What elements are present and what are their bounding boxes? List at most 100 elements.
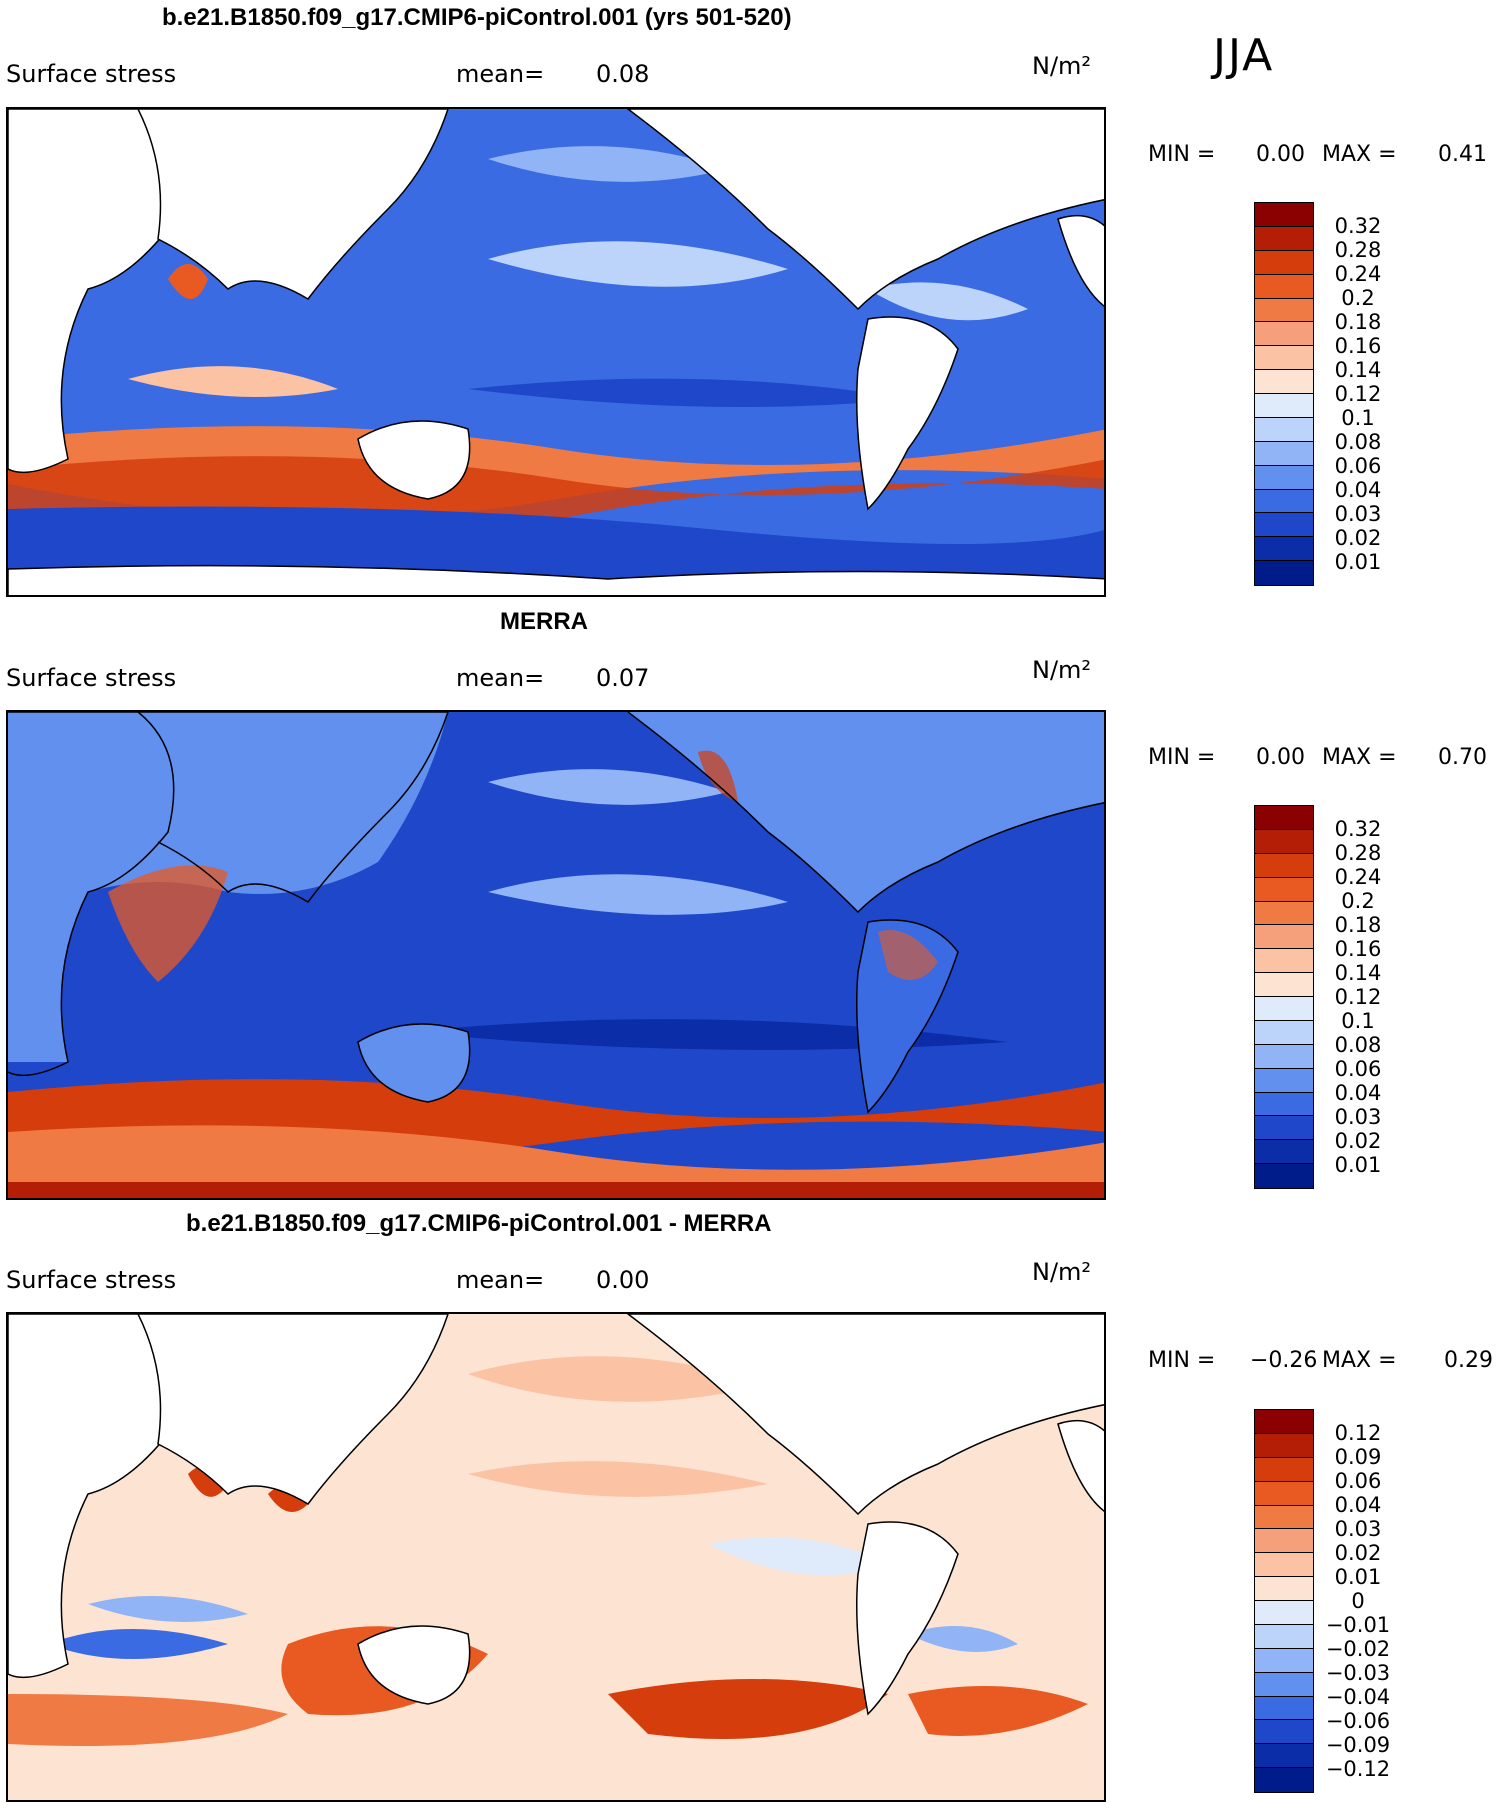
colorbar-swatch — [1255, 1140, 1313, 1165]
panel2-min-value: 0.00 — [1256, 745, 1305, 770]
colorbar-level-label: −0.02 — [1325, 1637, 1391, 1661]
panel2-units: N/m² — [1032, 656, 1092, 684]
panel1-min-value: 0.00 — [1256, 142, 1305, 167]
panel3-mean-label: mean= — [456, 1266, 545, 1294]
colorbar-swatch — [1255, 1720, 1313, 1745]
colorbar-swatch — [1255, 513, 1313, 538]
colorbar-level-label: 0.04 — [1334, 478, 1382, 502]
colorbar-swatch — [1255, 1696, 1313, 1721]
colorbar-swatch — [1255, 853, 1313, 878]
colorbar-swatch — [1255, 1553, 1313, 1578]
panel1-units: N/m² — [1032, 52, 1092, 80]
panel2-min-label: MIN = — [1148, 745, 1216, 770]
colorbar-level-label: 0.32 — [1334, 817, 1382, 841]
colorbar-level-label: 0.06 — [1334, 1057, 1382, 1081]
panel2-mean-value: 0.07 — [596, 664, 650, 692]
colorbar-level-label: 0.12 — [1334, 985, 1382, 1009]
panel1-title: b.e21.B1850.f09_g17.CMIP6-piControl.001 … — [162, 4, 792, 31]
colorbar-swatch — [1255, 1529, 1313, 1554]
panel3-max-value: 0.29 — [1444, 1348, 1493, 1373]
colorbar-level-label: 0.28 — [1334, 238, 1382, 262]
colorbar-level-label: −0.04 — [1325, 1685, 1391, 1709]
colorbar-level-label: 0.08 — [1334, 430, 1382, 454]
colorbar-level-label: 0.02 — [1334, 526, 1382, 550]
panel1-map — [6, 107, 1106, 597]
colorbar-swatch — [1255, 806, 1313, 830]
colorbar-swatch — [1255, 1768, 1313, 1792]
colorbar-level-label: −0.06 — [1325, 1709, 1391, 1733]
colorbar-swatch — [1255, 1648, 1313, 1673]
colorbar-level-label: 0.1 — [1341, 1009, 1375, 1033]
colorbar-swatch — [1255, 1457, 1313, 1482]
panel1-variable: Surface stress — [6, 60, 177, 88]
colorbar-swatch — [1255, 298, 1313, 323]
colorbar-level-label: −0.09 — [1325, 1733, 1391, 1757]
colorbar-swatch — [1255, 997, 1313, 1021]
colorbar-swatch — [1255, 877, 1313, 902]
panel1-colorbar-labels: 0.32 0.28 0.24 0.2 0.18 0.16 0.14 0.12 0.1 0.08 0.… — [1318, 202, 1438, 586]
panel2-max-label: MAX = — [1322, 745, 1397, 770]
colorbar-swatch — [1255, 829, 1313, 854]
colorbar-swatch — [1255, 1505, 1313, 1530]
colorbar-level-label: 0.12 — [1334, 382, 1382, 406]
colorbar-level-label: 0.03 — [1334, 1517, 1382, 1541]
panel3-mean-value: 0.00 — [596, 1266, 650, 1294]
colorbar-swatch — [1255, 1744, 1313, 1769]
panel3-map — [6, 1312, 1106, 1802]
colorbar-level-label: 0.02 — [1334, 1129, 1382, 1153]
colorbar-swatch — [1255, 250, 1313, 275]
colorbar-swatch — [1255, 901, 1313, 926]
colorbar-level-label: 0.06 — [1334, 454, 1382, 478]
panel2-variable: Surface stress — [6, 664, 177, 692]
panel3-units: N/m² — [1032, 1258, 1092, 1286]
colorbar-swatch — [1255, 417, 1313, 442]
colorbar-level-label: −0.12 — [1325, 1757, 1391, 1781]
colorbar-swatch — [1255, 1672, 1313, 1697]
panel3-max-label: MAX = — [1322, 1348, 1397, 1373]
panel1-max-label: MAX = — [1322, 142, 1397, 167]
colorbar-swatch — [1255, 465, 1313, 490]
colorbar-level-label: 0.04 — [1334, 1081, 1382, 1105]
colorbar-swatch — [1255, 1577, 1313, 1601]
colorbar-swatch — [1255, 274, 1313, 299]
colorbar-swatch — [1255, 203, 1313, 227]
colorbar-swatch — [1255, 973, 1313, 997]
panel1-mean-value: 0.08 — [596, 60, 650, 88]
colorbar-level-label: 0.24 — [1334, 865, 1382, 889]
colorbar-level-label: 0.16 — [1334, 334, 1382, 358]
colorbar-swatch — [1255, 1624, 1313, 1649]
colorbar-swatch — [1255, 1601, 1313, 1625]
colorbar-swatch — [1255, 1092, 1313, 1117]
colorbar-swatch — [1255, 1433, 1313, 1458]
panel2-colorbar-labels: 0.32 0.28 0.24 0.2 0.18 0.16 0.14 0.12 0.1 0.08 0.… — [1318, 805, 1438, 1189]
panel2-colorbar — [1254, 805, 1314, 1189]
colorbar-level-label: 0.18 — [1334, 913, 1382, 937]
panel2-title: MERRA — [500, 608, 588, 635]
colorbar-swatch — [1255, 1116, 1313, 1141]
colorbar-swatch — [1255, 1164, 1313, 1188]
colorbar-swatch — [1255, 1410, 1313, 1434]
colorbar-swatch — [1255, 1068, 1313, 1093]
colorbar-level-label: −0.01 — [1325, 1613, 1391, 1637]
colorbar-level-label: 0.08 — [1334, 1033, 1382, 1057]
colorbar-level-label: 0 — [1351, 1589, 1365, 1613]
colorbar-swatch — [1255, 226, 1313, 251]
colorbar-level-label: 0.24 — [1334, 262, 1382, 286]
panel2-mean-label: mean= — [456, 664, 545, 692]
colorbar-swatch — [1255, 370, 1313, 394]
panel3-colorbar — [1254, 1409, 1314, 1793]
season-label: JJA — [1213, 30, 1275, 81]
colorbar-level-label: 0.28 — [1334, 841, 1382, 865]
colorbar-level-label: 0.14 — [1334, 961, 1382, 985]
colorbar-swatch — [1255, 1044, 1313, 1069]
colorbar-swatch — [1255, 1020, 1313, 1045]
colorbar-level-label: 0.18 — [1334, 310, 1382, 334]
panel1-max-value: 0.41 — [1438, 142, 1487, 167]
colorbar-level-label: 0.12 — [1334, 1421, 1382, 1445]
colorbar-level-label: 0.01 — [1334, 1153, 1382, 1177]
colorbar-level-label: 0.03 — [1334, 1105, 1382, 1129]
colorbar-level-label: 0.03 — [1334, 502, 1382, 526]
colorbar-level-label: 0.2 — [1341, 889, 1375, 913]
panel2-map — [6, 710, 1106, 1200]
colorbar-level-label: 0.06 — [1334, 1469, 1382, 1493]
